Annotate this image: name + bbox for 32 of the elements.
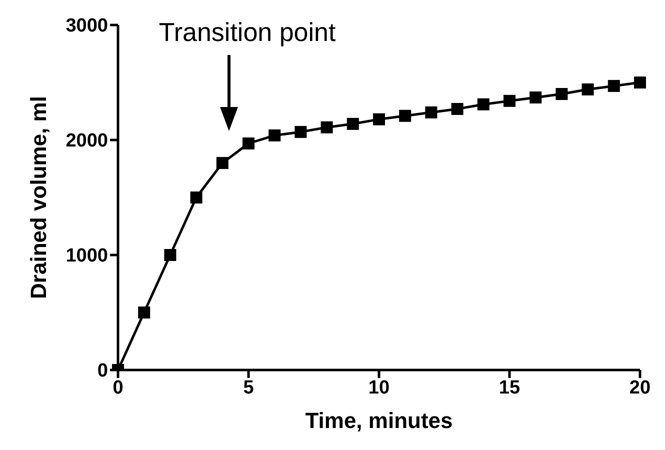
point — [556, 88, 568, 100]
x-tick-label: 10 — [368, 377, 390, 398]
annotation: Transition point — [158, 17, 337, 48]
y-tick-label: 3000 — [66, 16, 108, 37]
point — [425, 106, 438, 118]
point — [294, 126, 307, 138]
point — [242, 137, 254, 150]
point — [346, 118, 359, 130]
point — [164, 249, 176, 261]
point — [608, 80, 620, 92]
point — [504, 94, 516, 107]
y-tick-label: 1000 — [66, 246, 108, 267]
point — [190, 192, 202, 204]
point — [216, 157, 228, 169]
y-tick-label: 2000 — [66, 130, 108, 152]
point — [530, 91, 542, 104]
x-axis-title: Time, minutes — [305, 408, 453, 433]
point — [138, 306, 150, 318]
point — [268, 129, 281, 142]
point — [451, 102, 464, 115]
point — [320, 121, 333, 134]
y-tick-label: 0 — [97, 360, 108, 382]
x-tick-label: 15 — [498, 377, 520, 398]
point — [582, 83, 594, 96]
point — [634, 76, 646, 88]
point — [373, 113, 385, 126]
point — [477, 98, 490, 110]
x-tick-label: 20 — [629, 377, 651, 398]
y-axis-title: Drained volume, ml — [26, 96, 51, 299]
x-tick-label: 5 — [243, 377, 254, 398]
point — [399, 110, 412, 122]
x-tick-label: 0 — [112, 377, 124, 398]
